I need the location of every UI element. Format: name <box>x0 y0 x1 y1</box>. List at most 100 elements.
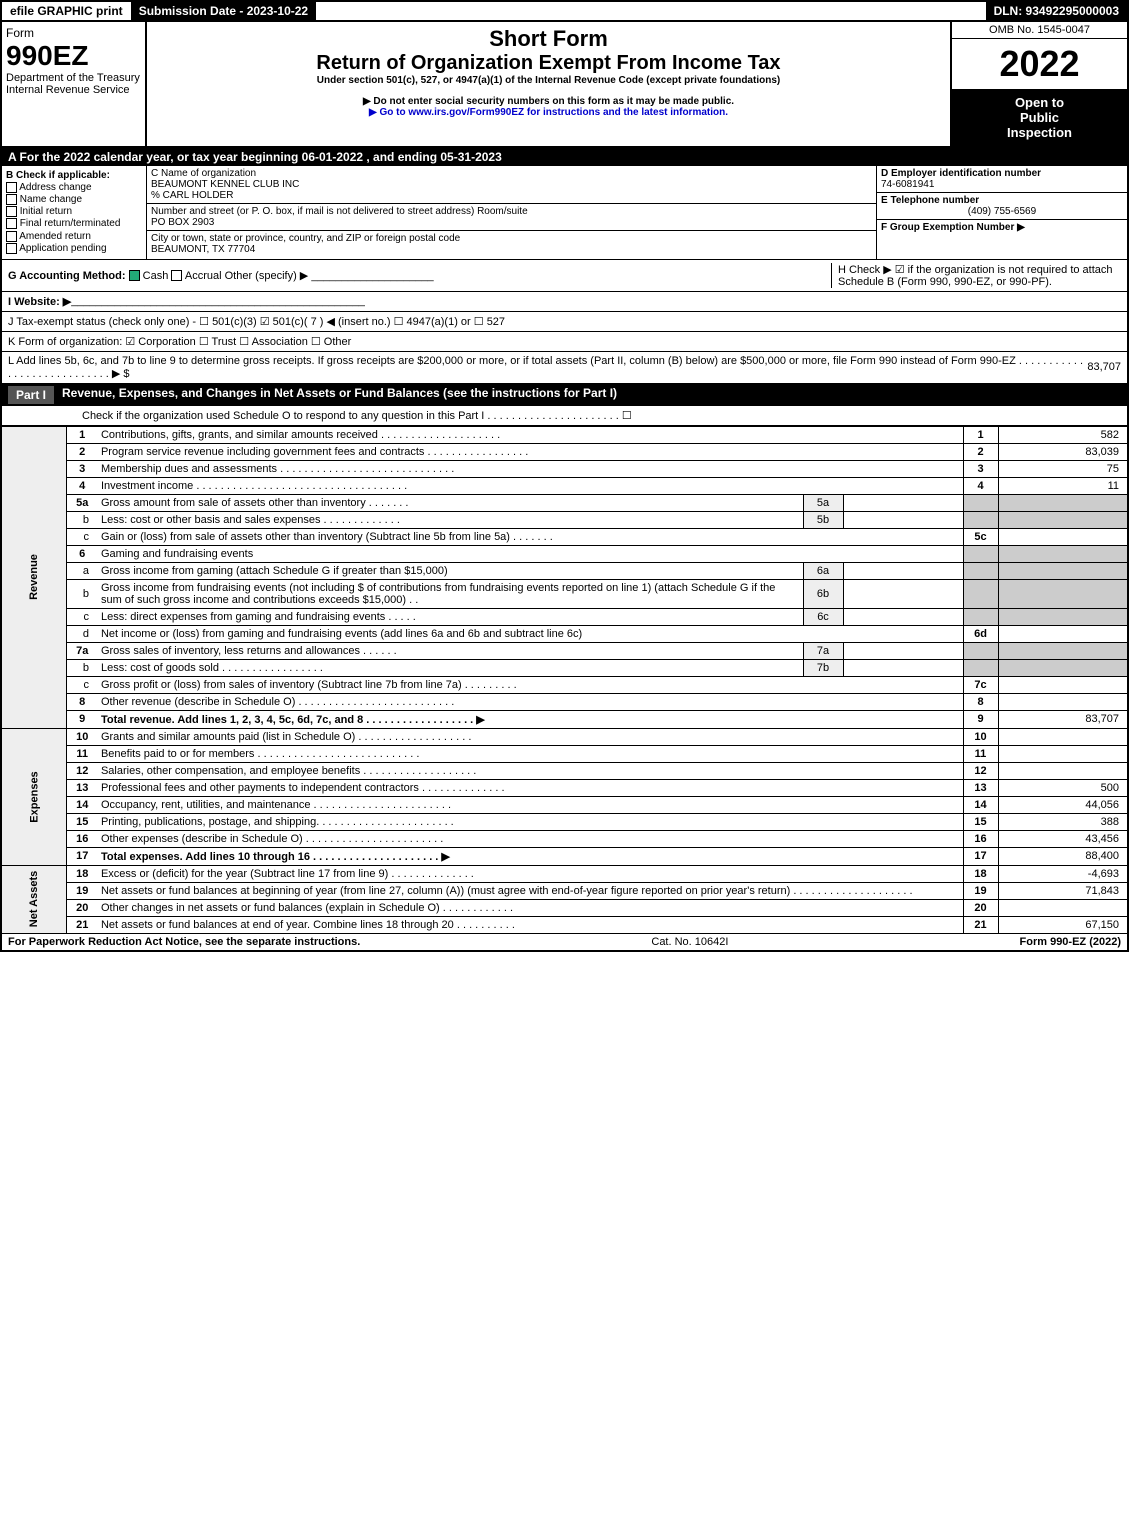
footer: For Paperwork Reduction Act Notice, see … <box>0 933 1129 952</box>
section-a: A For the 2022 calendar year, or tax yea… <box>0 148 1129 166</box>
g-label: G Accounting Method: <box>8 270 126 282</box>
open-line1: Open to <box>958 95 1121 110</box>
street-row: Number and street (or P. O. box, if mail… <box>147 204 876 231</box>
irs-label: Internal Revenue Service <box>6 84 141 96</box>
dln: DLN: 93492295000003 <box>986 2 1127 20</box>
street: PO BOX 2903 <box>151 217 872 228</box>
col-b: B Check if applicable: Address change Na… <box>2 166 147 259</box>
part1-check: Check if the organization used Schedule … <box>0 406 1129 426</box>
check-initial[interactable]: Initial return <box>6 206 142 217</box>
submission-date: Submission Date - 2023-10-22 <box>131 2 316 20</box>
care-of: % CARL HOLDER <box>151 190 872 201</box>
line-4: 4Investment income . . . . . . . . . . .… <box>1 477 1128 494</box>
line-6b: bGross income from fundraising events (n… <box>1 579 1128 608</box>
efile-label[interactable]: efile GRAPHIC print <box>2 2 131 20</box>
line-18: Net Assets 18Excess or (deficit) for the… <box>1 865 1128 882</box>
g-section: G Accounting Method: Cash Accrual Other … <box>8 269 434 282</box>
check-final[interactable]: Final return/terminated <box>6 218 142 229</box>
c-label: C Name of organization <box>151 168 872 179</box>
top-bar: efile GRAPHIC print Submission Date - 20… <box>0 0 1129 22</box>
check-amended[interactable]: Amended return <box>6 231 142 242</box>
line-12: 12Salaries, other compensation, and empl… <box>1 762 1128 779</box>
line-6a: aGross income from gaming (attach Schedu… <box>1 562 1128 579</box>
line-3: 3Membership dues and assessments . . . .… <box>1 460 1128 477</box>
line-5c: cGain or (loss) from sale of assets othe… <box>1 528 1128 545</box>
h-section: H Check ▶ ☑ if the organization is not r… <box>831 263 1121 288</box>
row-g-h: G Accounting Method: Cash Accrual Other … <box>0 260 1129 292</box>
line-19: 19Net assets or fund balances at beginni… <box>1 882 1128 899</box>
ein-row: D Employer identification number 74-6081… <box>877 166 1127 193</box>
check-accrual[interactable] <box>171 270 182 281</box>
line-5a: 5aGross amount from sale of assets other… <box>1 494 1128 511</box>
line-21: 21Net assets or fund balances at end of … <box>1 916 1128 933</box>
line-9: 9Total revenue. Add lines 1, 2, 3, 4, 5c… <box>1 710 1128 728</box>
part1-title: Revenue, Expenses, and Changes in Net As… <box>62 386 617 404</box>
line-10: Expenses 10Grants and similar amounts pa… <box>1 728 1128 745</box>
footer-cat: Cat. No. 10642I <box>651 936 728 948</box>
header-left: Form 990EZ Department of the Treasury In… <box>2 22 147 146</box>
check-address[interactable]: Address change <box>6 182 142 193</box>
line-7b: bLess: cost of goods sold . . . . . . . … <box>1 659 1128 676</box>
expenses-vlabel: Expenses <box>1 728 67 865</box>
dept-label: Department of the Treasury <box>6 72 141 84</box>
l-text: L Add lines 5b, 6c, and 7b to line 9 to … <box>8 355 1087 380</box>
line-7c: cGross profit or (loss) from sales of in… <box>1 676 1128 693</box>
revenue-vlabel: Revenue <box>1 426 67 728</box>
ein-label: D Employer identification number <box>881 168 1041 179</box>
tax-year: 2022 <box>952 39 1127 89</box>
phone: (409) 755-6569 <box>881 206 1123 217</box>
header-right: OMB No. 1545-0047 2022 Open to Public In… <box>952 22 1127 146</box>
goto-link[interactable]: ▶ Go to www.irs.gov/Form990EZ for instru… <box>151 107 946 118</box>
row-i: I Website: ▶ ___________________________… <box>0 292 1129 312</box>
line-6: 6Gaming and fundraising events <box>1 545 1128 562</box>
netassets-vlabel: Net Assets <box>1 865 67 933</box>
line-13: 13Professional fees and other payments t… <box>1 779 1128 796</box>
form-number: 990EZ <box>6 40 141 72</box>
group-row: F Group Exemption Number ▶ <box>877 220 1127 235</box>
group-label: F Group Exemption Number ▶ <box>881 222 1025 233</box>
ssn-warning: ▶ Do not enter social security numbers o… <box>151 96 946 107</box>
street-label: Number and street (or P. O. box, if mail… <box>151 206 872 217</box>
footer-right: Form 990-EZ (2022) <box>1020 936 1121 948</box>
form-word: Form <box>6 26 141 40</box>
check-name[interactable]: Name change <box>6 194 142 205</box>
header-center: Short Form Return of Organization Exempt… <box>147 22 952 146</box>
check-pending[interactable]: Application pending <box>6 243 142 254</box>
row-k: K Form of organization: ☑ Corporation ☐ … <box>0 332 1129 352</box>
phone-label: E Telephone number <box>881 195 979 206</box>
col-d: D Employer identification number 74-6081… <box>877 166 1127 259</box>
row-l: L Add lines 5b, 6c, and 7b to line 9 to … <box>0 352 1129 384</box>
header: Form 990EZ Department of the Treasury In… <box>0 22 1129 148</box>
city: BEAUMONT, TX 77704 <box>151 244 872 255</box>
line-8: 8Other revenue (describe in Schedule O) … <box>1 693 1128 710</box>
line-1: Revenue 1Contributions, gifts, grants, a… <box>1 426 1128 443</box>
line-15: 15Printing, publications, postage, and s… <box>1 813 1128 830</box>
line-17: 17Total expenses. Add lines 10 through 1… <box>1 847 1128 865</box>
line-11: 11Benefits paid to or for members . . . … <box>1 745 1128 762</box>
check-cash[interactable] <box>129 270 140 281</box>
line-14: 14Occupancy, rent, utilities, and mainte… <box>1 796 1128 813</box>
city-label: City or town, state or province, country… <box>151 233 872 244</box>
org-name: BEAUMONT KENNEL CLUB INC <box>151 179 872 190</box>
l-amount: 83,707 <box>1087 361 1121 373</box>
line-20: 20Other changes in net assets or fund ba… <box>1 899 1128 916</box>
line-7a: 7aGross sales of inventory, less returns… <box>1 642 1128 659</box>
phone-row: E Telephone number (409) 755-6569 <box>877 193 1127 220</box>
under-section: Under section 501(c), 527, or 4947(a)(1)… <box>151 75 946 86</box>
line-16: 16Other expenses (describe in Schedule O… <box>1 830 1128 847</box>
city-row: City or town, state or province, country… <box>147 231 876 257</box>
part1-tab: Part I <box>8 386 54 404</box>
org-name-row: C Name of organization BEAUMONT KENNEL C… <box>147 166 876 204</box>
line-2: 2Program service revenue including gover… <box>1 443 1128 460</box>
info-grid: B Check if applicable: Address change Na… <box>0 166 1129 260</box>
part1-header: Part I Revenue, Expenses, and Changes in… <box>0 384 1129 406</box>
line-5b: bLess: cost or other basis and sales exp… <box>1 511 1128 528</box>
row-j: J Tax-exempt status (check only one) - ☐… <box>0 312 1129 332</box>
footer-left: For Paperwork Reduction Act Notice, see … <box>8 936 360 948</box>
i-label: I Website: ▶ <box>8 295 71 308</box>
b-label: B Check if applicable: <box>6 170 110 181</box>
lines-table: Revenue 1Contributions, gifts, grants, a… <box>0 426 1129 933</box>
main-title: Return of Organization Exempt From Incom… <box>151 52 946 75</box>
col-c: C Name of organization BEAUMONT KENNEL C… <box>147 166 877 259</box>
line-6c: cLess: direct expenses from gaming and f… <box>1 608 1128 625</box>
